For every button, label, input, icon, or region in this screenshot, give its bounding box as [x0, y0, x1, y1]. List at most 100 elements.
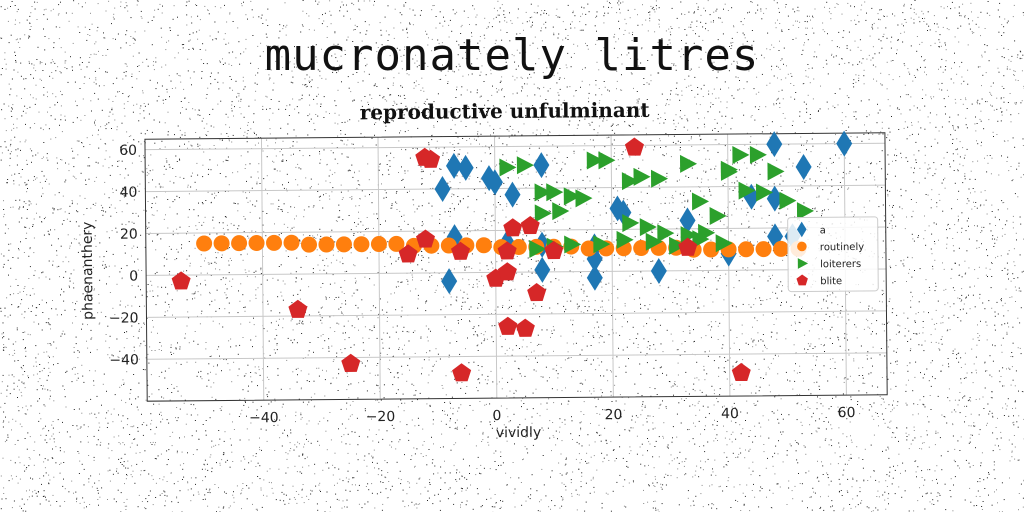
point-a [441, 268, 458, 295]
legend-label: a [820, 225, 826, 236]
legend-marker-blite [796, 274, 808, 286]
point-blite [515, 318, 535, 337]
point-a [795, 153, 812, 180]
x-gridline [377, 137, 381, 400]
point-blite [171, 271, 191, 290]
point-routinely [318, 236, 335, 253]
page-title: mucronately litres [264, 30, 760, 81]
point-routinely [248, 235, 265, 252]
y-tick-label: 20 [120, 227, 138, 243]
point-loiterers [738, 181, 756, 200]
point-loiterers [669, 236, 687, 255]
point-loiterers [796, 202, 815, 221]
x-tick-label: −40 [249, 410, 279, 426]
point-loiterers [552, 202, 570, 221]
point-loiterers [563, 187, 581, 206]
point-routinely [335, 236, 352, 253]
point-loiterers [720, 162, 738, 181]
point-loiterers [715, 234, 733, 253]
point-routinely [370, 236, 387, 253]
point-loiterers [767, 162, 785, 181]
y-tick-label: 60 [119, 143, 137, 159]
y-gridline [146, 268, 887, 276]
point-loiterers [650, 169, 669, 188]
axis-ticks: −40 −20 0 20 40 60 −40 −20 0 20 40 60 [109, 143, 856, 427]
legend: a routinely loiterers blite [787, 216, 879, 293]
point-routinely [388, 235, 405, 252]
point-loiterers [546, 183, 564, 202]
point-a [533, 152, 550, 179]
point-routinely [213, 235, 230, 252]
point-loiterers [639, 218, 657, 237]
point-loiterers [692, 230, 710, 249]
point-a [445, 152, 462, 179]
x-gridline [610, 135, 614, 398]
y-tick-label: −40 [109, 352, 139, 368]
x-tick-label: 20 [605, 407, 623, 423]
point-blite [497, 241, 517, 260]
point-loiterers [499, 158, 517, 177]
point-a [486, 169, 503, 196]
point-loiterers [593, 235, 611, 254]
point-loiterers [534, 183, 552, 202]
point-blite [678, 237, 698, 256]
point-loiterers [534, 204, 552, 223]
legend-marker-a [796, 221, 807, 238]
point-routinely [231, 235, 248, 252]
series-loiterers [499, 145, 815, 259]
y-tick-label: 0 [129, 269, 138, 285]
point-a [457, 154, 474, 181]
point-loiterers [645, 232, 663, 251]
x-tick-label: 40 [721, 406, 739, 422]
legend-label: routinely [820, 242, 864, 253]
point-loiterers [779, 191, 797, 210]
plot-frame [144, 132, 888, 402]
point-loiterers [564, 235, 582, 254]
point-blite [288, 299, 308, 318]
point-loiterers [516, 156, 534, 175]
point-loiterers [586, 151, 604, 170]
x-gridline [260, 138, 265, 401]
point-routinely [773, 240, 790, 257]
point-blite [503, 218, 523, 237]
x-tick-label: 0 [492, 408, 501, 424]
point-loiterers [621, 172, 639, 191]
point-blite [450, 241, 471, 260]
point-routinely [196, 235, 213, 252]
point-loiterers [616, 230, 634, 249]
point-loiterers [529, 240, 547, 259]
point-blite [452, 363, 472, 382]
point-routinely [266, 234, 283, 251]
x-tick-label: −20 [366, 409, 396, 425]
point-a [836, 130, 853, 157]
grid [145, 133, 887, 401]
point-loiterers [680, 226, 698, 245]
legend-box [787, 216, 879, 293]
point-blite [624, 137, 644, 156]
legend-marker-routinely [797, 241, 807, 252]
chart-subtitle: reproductive unfulminant [360, 98, 651, 125]
point-blite [498, 316, 518, 335]
x-axis-label: vividly [496, 425, 542, 441]
point-a [679, 207, 696, 234]
point-loiterers [622, 214, 640, 233]
legend-marker-loiterers [797, 258, 809, 269]
y-tick-label: 40 [120, 185, 138, 201]
point-a [766, 131, 783, 158]
point-loiterers [679, 154, 698, 173]
legend-label: loiterers [820, 259, 861, 270]
point-routinely [283, 234, 300, 251]
point-routinely [301, 236, 318, 253]
point-blite [497, 262, 517, 281]
point-blite [421, 149, 441, 168]
point-routinely [633, 240, 650, 257]
point-loiterers [732, 146, 750, 165]
point-routinely [703, 241, 720, 258]
point-loiterers [575, 189, 593, 208]
legend-label: blite [820, 276, 842, 287]
y-gridline [146, 310, 887, 318]
point-a [586, 264, 603, 291]
point-a [434, 176, 451, 203]
